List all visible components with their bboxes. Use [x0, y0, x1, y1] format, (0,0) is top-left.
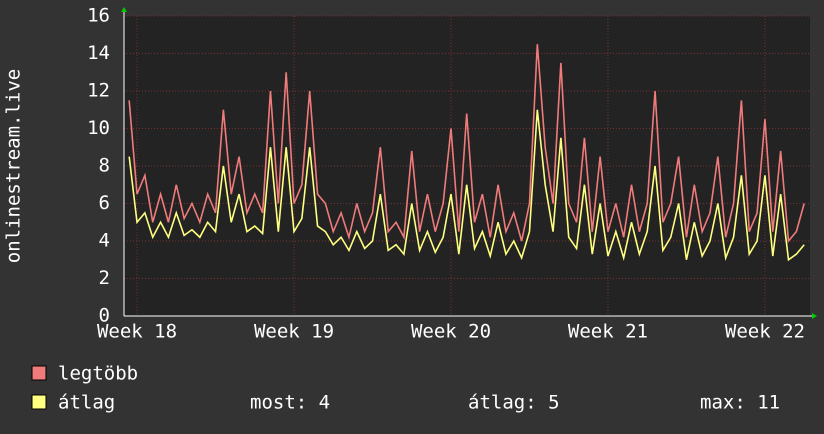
y-tick-label: 0: [99, 305, 110, 327]
x-tick-label: Week 21: [568, 321, 648, 343]
series-line: [128, 44, 805, 243]
legend-label: legtöbb: [58, 363, 138, 385]
y-axis-label: onlinestream.live: [3, 69, 25, 263]
x-tick-label: Week 18: [97, 321, 177, 343]
axis-arrow: [812, 313, 817, 319]
y-tick-label: 10: [87, 117, 110, 139]
y-tick-label: 16: [87, 5, 110, 27]
legend-swatch: [31, 365, 47, 381]
y-tick-label: 14: [87, 42, 110, 64]
legend-swatch: [31, 394, 47, 410]
y-tick-label: 12: [87, 80, 110, 102]
legend-label: átlag: [58, 392, 115, 414]
legend-stat: átlag: 5: [468, 392, 560, 414]
y-tick-label: 2: [99, 267, 110, 289]
x-tick-label: Week 22: [725, 321, 805, 343]
x-tick-label: Week 19: [254, 321, 334, 343]
y-tick-label: 6: [99, 192, 110, 214]
x-tick-label: Week 20: [411, 321, 491, 343]
series-line: [128, 109, 805, 262]
axis-arrow: [121, 7, 127, 12]
legend-stat: most: 4: [250, 392, 330, 414]
y-tick-label: 8: [99, 155, 110, 177]
legend-stat: max: 11: [700, 392, 780, 414]
y-tick-label: 4: [99, 230, 110, 252]
